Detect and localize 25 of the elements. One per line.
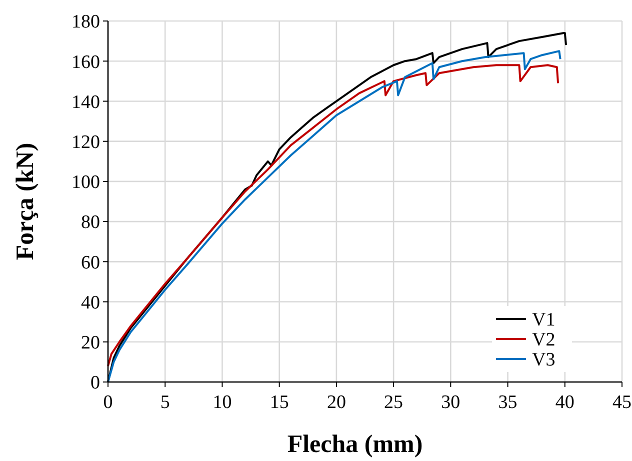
y-tick-label: 120 [72, 132, 100, 153]
x-tick-label: 45 [612, 392, 632, 413]
legend-label: V1 [532, 310, 556, 331]
y-tick-label: 60 [81, 252, 100, 274]
x-tick-label: 0 [103, 392, 113, 413]
y-tick-label: 100 [72, 172, 100, 194]
x-axis-title: Flecha (mm) [287, 431, 423, 458]
y-tick-label: 40 [81, 292, 100, 314]
legend-label: V2 [532, 330, 556, 351]
y-tick-label: 80 [81, 212, 100, 234]
x-tick-label: 5 [160, 392, 170, 413]
x-tick-label: 15 [270, 392, 289, 413]
legend-label: V3 [532, 350, 556, 371]
x-tick-label: 10 [212, 392, 232, 413]
y-axis-title: Força (kN) [12, 142, 39, 260]
x-tick-label: 30 [441, 392, 460, 413]
y-tick-label: 20 [81, 332, 100, 354]
x-tick-label: 20 [326, 392, 346, 413]
y-tick-label: 180 [72, 12, 100, 33]
y-tick-label: 140 [72, 92, 100, 113]
x-tick-label: 35 [498, 392, 518, 413]
y-tick-label: 160 [72, 52, 100, 73]
y-tick-label: 0 [90, 372, 100, 394]
x-tick-label: 25 [384, 392, 404, 413]
x-tick-label: 40 [555, 392, 574, 413]
